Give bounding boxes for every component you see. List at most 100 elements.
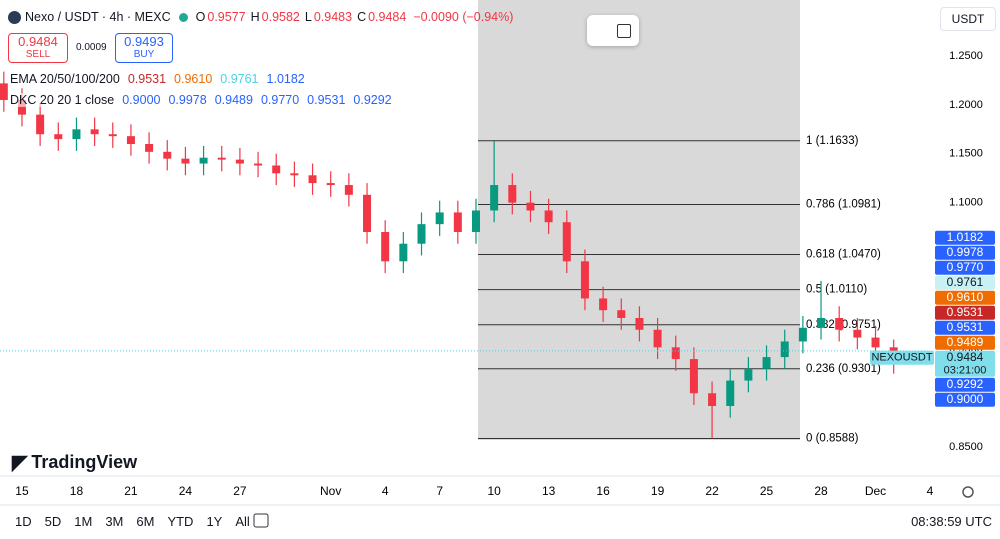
buy-button[interactable]: 0.9493 BUY [115, 33, 173, 63]
logo: ◤ TradingView [12, 450, 137, 475]
candle-body [871, 337, 880, 348]
candle-body [508, 185, 517, 203]
timeframe-button[interactable]: 6M [136, 514, 155, 529]
candle-body [217, 157, 226, 160]
indicator-row[interactable]: DKC 20 20 1 close 0.9000 0.9978 0.9489 0.977… [10, 89, 392, 110]
x-tick-label: 28 [814, 484, 828, 498]
candle-body [254, 163, 263, 166]
candle-body [798, 327, 807, 342]
timeframe-bar: 1D 5D 1M 3M 6M YTD 1Y All [15, 514, 250, 529]
timeframe-button[interactable]: 1D [15, 514, 32, 529]
price-tag-label: 0.9292 [947, 377, 984, 391]
buy-price: 0.9493 [124, 34, 164, 49]
price-tag-label: 0.9761 [947, 275, 984, 289]
indicator-value: 0.9978 [168, 92, 207, 107]
candle-body [689, 359, 698, 394]
price-tag-label: 0.9531 [947, 305, 984, 319]
indicator-name: EMA 20/50/100/200 [10, 71, 120, 86]
x-tick-label: 25 [760, 484, 774, 498]
timeframe-button[interactable]: 1Y [206, 514, 223, 529]
candle-body [835, 318, 844, 330]
x-tick-label: 15 [15, 484, 29, 498]
indicator-row[interactable]: EMA 20/50/100/200 0.9531 0.9610 0.9761 1.018… [10, 68, 392, 89]
y-tick-label: 0.8500 [949, 441, 983, 453]
price-tag [935, 350, 995, 377]
fib-label: 0.236 (0.9301) [806, 363, 881, 375]
price-tag-label: 0.9531 [947, 320, 984, 334]
x-tick-label: 10 [487, 484, 501, 498]
candle-body [744, 368, 753, 381]
ohlc-key: H [250, 10, 260, 24]
candle-body [471, 210, 480, 232]
price-tag-label: 0.9484 [947, 350, 984, 364]
indicator-value: 0.9770 [260, 92, 300, 107]
price-tag-label: 1.0182 [947, 230, 984, 244]
fib-label: 0.618 (1.0470) [806, 248, 881, 260]
candle-body [399, 243, 408, 262]
price-tag [935, 290, 995, 305]
symbol-tag-label: NEXOUSDT [871, 352, 932, 364]
candle-body [599, 298, 608, 311]
sell-button[interactable]: 0.9484 SELL [8, 33, 68, 63]
currency-button[interactable]: USDT [940, 7, 996, 31]
candle-body [181, 158, 190, 164]
timeframe-button[interactable]: 1M [74, 514, 93, 529]
candle-body [0, 83, 8, 101]
timeframe-button[interactable]: 3M [105, 514, 124, 529]
spread: 0.0009 [76, 42, 107, 53]
candle-body [344, 185, 353, 195]
price-tag [935, 305, 995, 320]
candle-body [562, 222, 571, 262]
timeframe-button[interactable]: YTD [167, 514, 194, 529]
candle-body [580, 261, 589, 299]
price-tag [935, 275, 995, 290]
candle-body [726, 380, 735, 406]
x-tick-label: Dec [865, 484, 886, 498]
indicator-name: DKC 20 20 1 close [10, 92, 115, 107]
candle-body [126, 136, 135, 144]
y-tick-label: 1.1000 [949, 197, 983, 209]
logo-text: TradingView [31, 452, 138, 472]
x-tick-label: 18 [70, 484, 84, 498]
floating-toolbar[interactable] [587, 15, 639, 46]
change: −0.0090 (−0.94%) [413, 10, 514, 24]
x-tick-label: 22 [705, 484, 719, 498]
x-tick-label: 21 [124, 484, 138, 498]
price-tag [935, 377, 995, 392]
candle-body [453, 212, 462, 232]
settings-icon[interactable] [962, 486, 974, 498]
timeframe-button[interactable]: All [235, 514, 250, 529]
indicator-value: 0.9761 [220, 71, 259, 86]
x-tick-label: 4 [927, 484, 934, 498]
candle-body [163, 151, 172, 159]
candle-body [235, 159, 244, 164]
fib-label: 0 (0.8588) [806, 432, 859, 444]
ohlc-key: C [357, 10, 367, 24]
market-status [178, 12, 188, 22]
fib-label: 0.786 (1.0981) [806, 199, 881, 211]
sell-price: 0.9484 [18, 34, 58, 49]
candle-body [526, 202, 535, 211]
candle-body [54, 134, 63, 140]
candle-body [363, 194, 372, 232]
x-tick-label: 4 [382, 484, 389, 498]
price-tag [935, 392, 995, 407]
price-tag [935, 335, 995, 350]
toolbar-icon[interactable] [617, 24, 631, 38]
candle-body [780, 341, 789, 358]
candle-body [381, 231, 390, 262]
candle-body [490, 185, 499, 211]
calendar-icon[interactable] [253, 513, 269, 528]
ohlc: O 0.9577 H 0.9582 L 0.9483 C 0.9484 [196, 10, 410, 24]
indicator-value: 0.9610 [174, 71, 213, 86]
candle-body [145, 143, 154, 152]
x-tick-label: 13 [542, 484, 556, 498]
candle-body [417, 224, 426, 244]
x-tick-label: 7 [436, 484, 443, 498]
ohlc-key: L [304, 10, 312, 24]
ohlc-key: O [195, 10, 206, 24]
indicator-legend: EMA 20/50/100/200 0.9531 0.9610 0.9761 1.018… [10, 68, 392, 110]
timeframe-button[interactable]: 5D [44, 514, 62, 529]
